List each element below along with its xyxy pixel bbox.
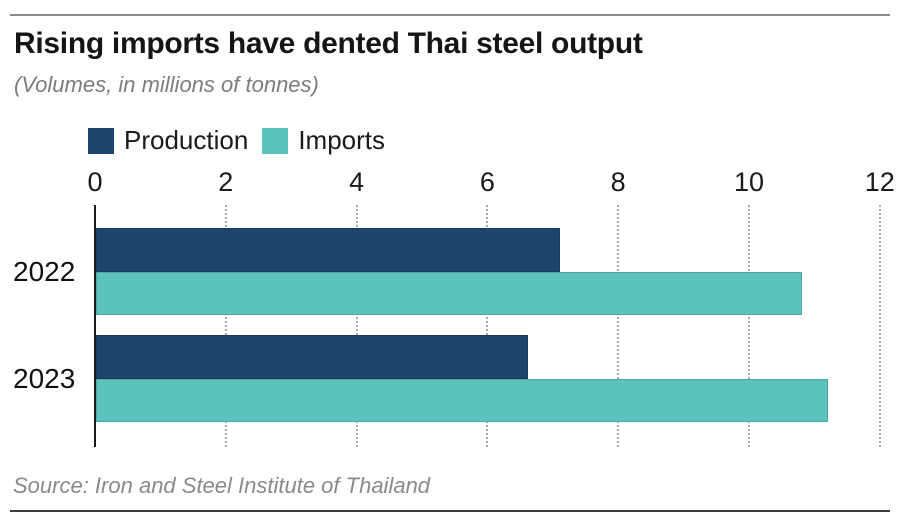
imports-swatch-icon [262,127,289,154]
gridline-10 [748,205,750,447]
category-label-2023: 2023 [13,362,76,394]
legend-item-production: Production [88,125,248,156]
x-tick-label-8: 8 [610,167,626,197]
bar-production-2022 [96,228,561,272]
legend-label-production: Production [124,125,249,155]
legend-label-imports: Imports [298,125,385,155]
production-swatch-icon [88,127,114,154]
gridline-12 [878,205,881,447]
x-tick-label-6: 6 [479,167,495,197]
x-tick-label-12: 12 [864,167,895,197]
bar-production-2023 [96,335,528,379]
gridline-6 [486,205,489,447]
x-tick-label-4: 4 [349,167,365,197]
x-tick-label-10: 10 [733,167,765,197]
x-tick-label-0: 0 [87,167,103,197]
source-note: Source: Iron and Steel Institute of Thai… [13,473,431,498]
x-tick-label-2: 2 [218,167,234,197]
category-label-2022: 2022 [13,255,76,287]
top-divider [10,14,890,16]
gridline-2 [224,205,227,447]
bottom-divider [10,510,890,512]
bar-imports-2023 [96,378,829,422]
bar-imports-2022 [96,271,803,315]
legend-item-imports: Imports [262,125,385,156]
gridline-8 [617,205,620,447]
legend: Production Imports [88,125,385,156]
chart-subtitle: (Volumes, in millions of tonnes) [14,72,319,97]
y-axis-line [94,205,96,447]
chart-title: Rising imports have dented Thai steel ou… [14,27,643,60]
gridline-4 [355,205,358,447]
